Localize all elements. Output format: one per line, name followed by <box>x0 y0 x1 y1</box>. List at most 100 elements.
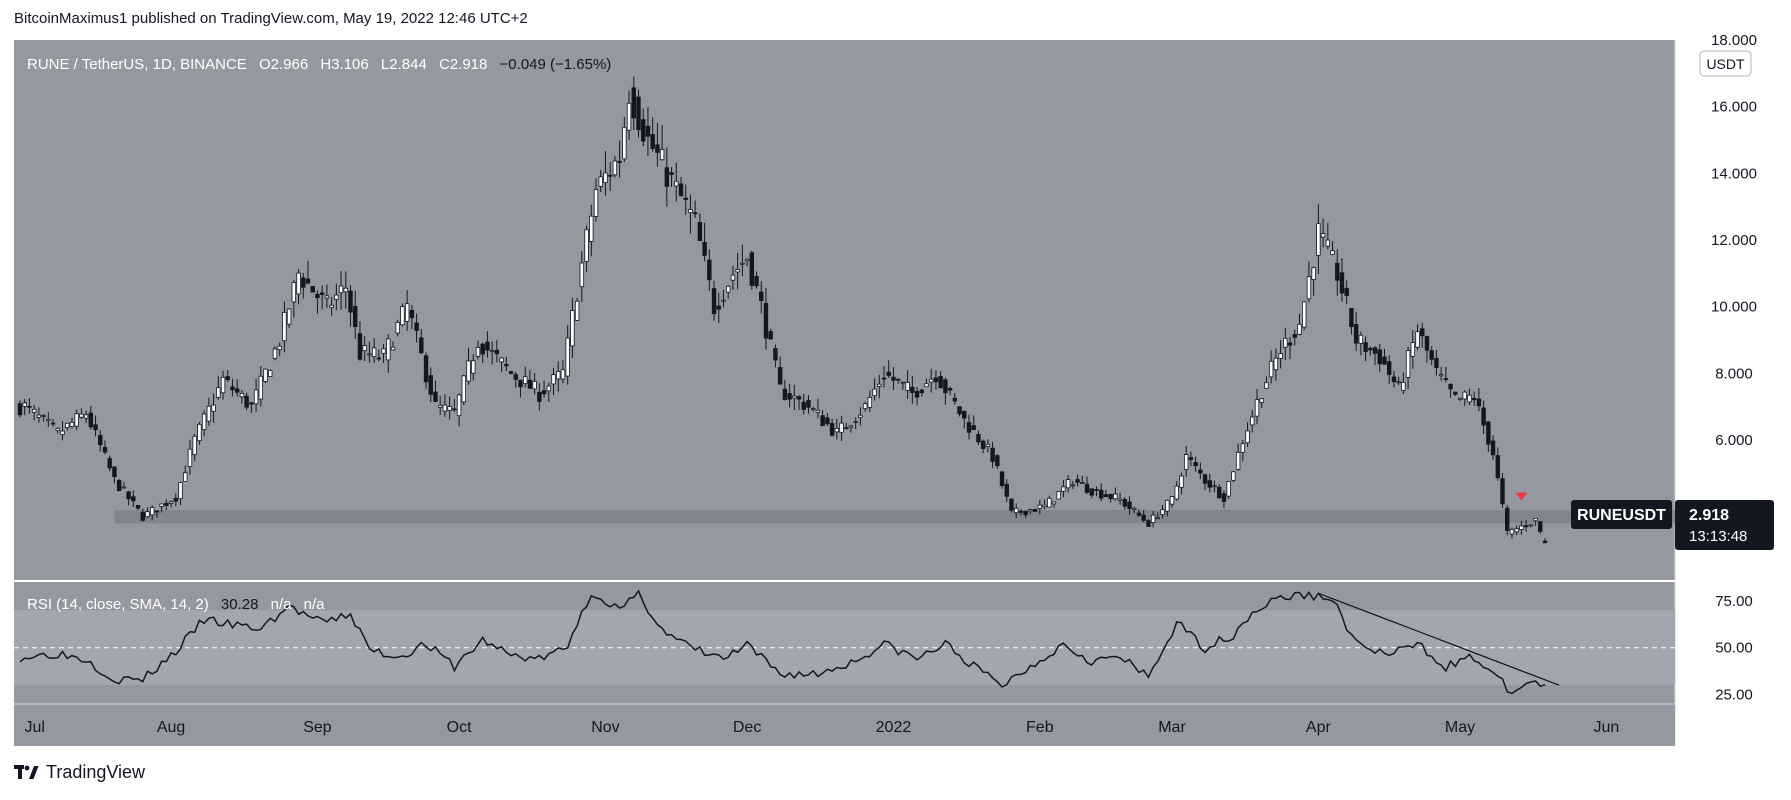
price-tick-label: 18.000 <box>1711 32 1757 49</box>
candle <box>782 379 788 401</box>
candle <box>168 500 174 508</box>
candle <box>886 360 891 378</box>
candle <box>773 344 778 368</box>
candle <box>929 368 934 393</box>
candle-body <box>943 379 948 394</box>
support-zone <box>114 510 1697 524</box>
candle-body <box>546 385 551 392</box>
candle <box>1448 383 1453 398</box>
candle-body <box>617 161 622 163</box>
price-scale[interactable] <box>1675 40 1779 704</box>
candle-body <box>1028 509 1033 512</box>
candle <box>1169 495 1175 508</box>
candle-body <box>952 397 958 402</box>
candle <box>1542 538 1548 544</box>
candle <box>522 366 528 388</box>
candle-body <box>1523 525 1529 528</box>
candle-body <box>650 134 655 149</box>
candle <box>324 284 330 308</box>
candle-body <box>565 337 570 377</box>
candle <box>1231 470 1236 483</box>
candle <box>192 433 197 462</box>
candle-body <box>905 382 910 391</box>
candle <box>749 250 755 290</box>
candle-body <box>711 288 717 315</box>
candle <box>829 418 835 437</box>
candle-body <box>36 414 42 418</box>
price-pane[interactable] <box>14 40 1675 580</box>
candle-body <box>692 212 698 215</box>
candle <box>872 378 877 401</box>
symbol-label-box <box>1571 500 1672 529</box>
candle <box>943 377 948 405</box>
candle <box>140 508 145 522</box>
time-axis[interactable] <box>14 704 1675 746</box>
candle-body <box>55 428 60 431</box>
candle-body <box>518 379 523 388</box>
candle <box>1202 473 1208 490</box>
candle-body <box>777 367 783 385</box>
candle <box>631 76 636 130</box>
footer-brand[interactable]: TradingView <box>14 762 145 783</box>
candle-body <box>173 497 179 502</box>
candle-body <box>504 363 509 367</box>
candle <box>735 252 740 290</box>
candle <box>268 369 273 377</box>
candle <box>258 366 263 407</box>
candle <box>187 439 193 475</box>
candle-body <box>1235 451 1241 470</box>
rsi-tick-label: 50.00 <box>1715 640 1753 657</box>
candle <box>305 261 311 285</box>
candle <box>527 369 533 389</box>
support-zone-layer <box>114 510 1697 524</box>
candle <box>1335 249 1340 296</box>
candle <box>201 410 207 437</box>
candle <box>834 418 839 440</box>
candle-body <box>1212 485 1217 488</box>
candle <box>697 213 703 242</box>
candle-body <box>1127 501 1132 509</box>
candle <box>659 125 665 161</box>
price-tick-label: 8.000 <box>1715 365 1753 382</box>
candle-body <box>829 423 835 436</box>
chart-canvas[interactable]: 18.000 16.000 14.000 12.000 10.000 8.000 6.000… <box>0 0 1791 760</box>
candle <box>1320 218 1326 248</box>
candle-body <box>1264 382 1269 389</box>
candle <box>447 396 452 420</box>
time-tick-label: Jun <box>1593 719 1619 736</box>
candle <box>990 441 995 468</box>
candle-body <box>395 322 400 334</box>
candle <box>263 368 268 384</box>
currency-badge[interactable] <box>1699 50 1752 77</box>
candle <box>253 378 259 412</box>
candle <box>489 341 495 365</box>
symbol-label: RUNEUSDT <box>1577 507 1666 524</box>
candle <box>726 284 731 299</box>
candle-body <box>669 172 674 175</box>
candle-body <box>1382 356 1387 365</box>
candle-body <box>400 306 405 326</box>
candle <box>508 370 514 375</box>
candle <box>471 354 476 381</box>
time-tick-label: May <box>1445 719 1475 736</box>
candle-body <box>239 393 245 398</box>
candle-body <box>886 371 891 376</box>
candle <box>1509 527 1515 539</box>
candle-body <box>1075 479 1080 483</box>
candle-body <box>1306 276 1312 300</box>
candle-body <box>249 402 254 405</box>
candle <box>1080 475 1085 484</box>
candle-body <box>990 447 995 462</box>
candle <box>1372 346 1378 366</box>
candle <box>707 249 712 291</box>
candle-body <box>1273 357 1279 371</box>
candle <box>1538 521 1543 534</box>
candles-layer <box>17 76 1548 544</box>
candle-body <box>211 404 216 412</box>
candle-body <box>1122 499 1127 507</box>
candle-body <box>1150 514 1156 523</box>
candle <box>891 367 896 391</box>
candle <box>1500 473 1505 508</box>
candle <box>556 361 561 392</box>
candle-body <box>168 501 174 504</box>
